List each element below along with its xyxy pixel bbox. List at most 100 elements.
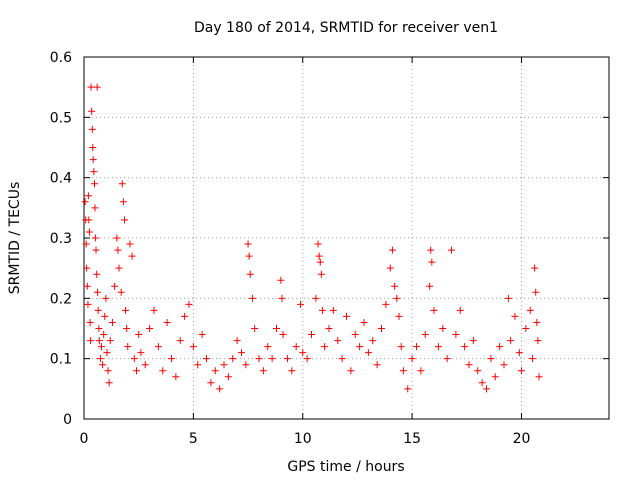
data-point [314, 240, 322, 248]
data-point [124, 343, 132, 351]
data-point [238, 349, 245, 357]
data-point [90, 168, 98, 176]
data-point [220, 361, 228, 369]
data-point [95, 337, 103, 345]
y-tick-label: 0.3 [50, 231, 72, 247]
data-point [434, 343, 442, 351]
data-point [483, 385, 490, 393]
data-point [82, 240, 90, 248]
data-point [312, 294, 320, 302]
data-point [399, 367, 407, 375]
data-point [334, 337, 342, 345]
y-tick-label: 0 [63, 412, 72, 428]
data-point [93, 83, 101, 91]
y-axis-label: SRMTID / TECUs [7, 182, 23, 295]
data-point [176, 337, 184, 345]
data-point [421, 331, 429, 339]
data-point [533, 318, 541, 326]
data-point [413, 343, 420, 351]
data-point [163, 318, 171, 326]
data-point [181, 312, 189, 320]
data-point [456, 306, 464, 314]
data-point [146, 325, 154, 332]
data-point [99, 361, 107, 369]
data-point [360, 318, 368, 326]
data-point [299, 349, 307, 357]
data-point [194, 361, 202, 369]
data-point [452, 331, 460, 339]
x-tick-label: 15 [403, 431, 421, 447]
data-point [535, 373, 543, 381]
data-point [103, 349, 111, 357]
data-point [114, 246, 122, 254]
data-point [242, 361, 250, 369]
data-point [229, 355, 237, 363]
data-point [244, 240, 252, 248]
data-point [532, 288, 540, 296]
data-point [105, 379, 113, 387]
y-tick-label: 0.2 [50, 291, 72, 307]
data-point [100, 331, 108, 339]
data-point [83, 264, 91, 272]
data-point [279, 331, 287, 339]
data-point [496, 343, 504, 351]
data-point [92, 246, 100, 254]
x-tick-label: 10 [294, 431, 312, 447]
data-point [364, 349, 372, 357]
data-point [128, 252, 136, 260]
data-point [150, 306, 158, 314]
data-point [101, 312, 109, 320]
data-point [318, 306, 326, 314]
data-point [404, 385, 412, 393]
data-point [81, 198, 89, 206]
data-point [93, 270, 101, 278]
axis-ticks: 0 5 10 15 20 0 0.1 0.2 0.3 0.4 0.5 0.6 [50, 50, 609, 447]
chart-title: Day 180 of 2014, SRMTID for receiver ven… [194, 20, 498, 36]
data-point [120, 216, 128, 224]
data-point [351, 331, 359, 339]
data-point [338, 355, 346, 363]
data-point [534, 337, 542, 345]
data-point [321, 343, 329, 351]
data-point [198, 331, 206, 339]
data-point [255, 355, 263, 363]
data-point [500, 361, 508, 369]
data-point [369, 337, 377, 345]
data-point [224, 373, 232, 381]
data-point [378, 325, 385, 332]
data-point [123, 325, 131, 332]
data-point [504, 294, 512, 302]
data-point [343, 312, 350, 320]
data-point [84, 300, 92, 308]
data-point [88, 125, 96, 133]
y-tick-label: 0.6 [50, 50, 72, 66]
data-point [325, 325, 333, 332]
data-point [388, 246, 396, 254]
data-point [98, 343, 105, 351]
data-point [245, 252, 253, 260]
data-point [288, 367, 296, 375]
data-point [373, 361, 381, 369]
data-point [87, 337, 95, 345]
data-point [95, 325, 103, 332]
data-point [130, 355, 138, 363]
data-point [117, 288, 125, 296]
data-point [264, 343, 272, 351]
data-point [89, 156, 97, 164]
data-point [88, 107, 96, 115]
data-point [246, 270, 254, 278]
data-point [172, 373, 180, 381]
data-point [203, 355, 210, 363]
data-point [248, 294, 256, 302]
data-point [113, 234, 121, 242]
data-point [427, 246, 435, 254]
data-point [268, 355, 276, 363]
data-point [96, 355, 104, 363]
data-point [395, 312, 403, 320]
y-tick-label: 0.1 [50, 352, 72, 368]
data-point [84, 192, 92, 200]
data-point [469, 337, 477, 345]
y-tick-label: 0.4 [50, 171, 72, 187]
data-point [154, 343, 162, 351]
